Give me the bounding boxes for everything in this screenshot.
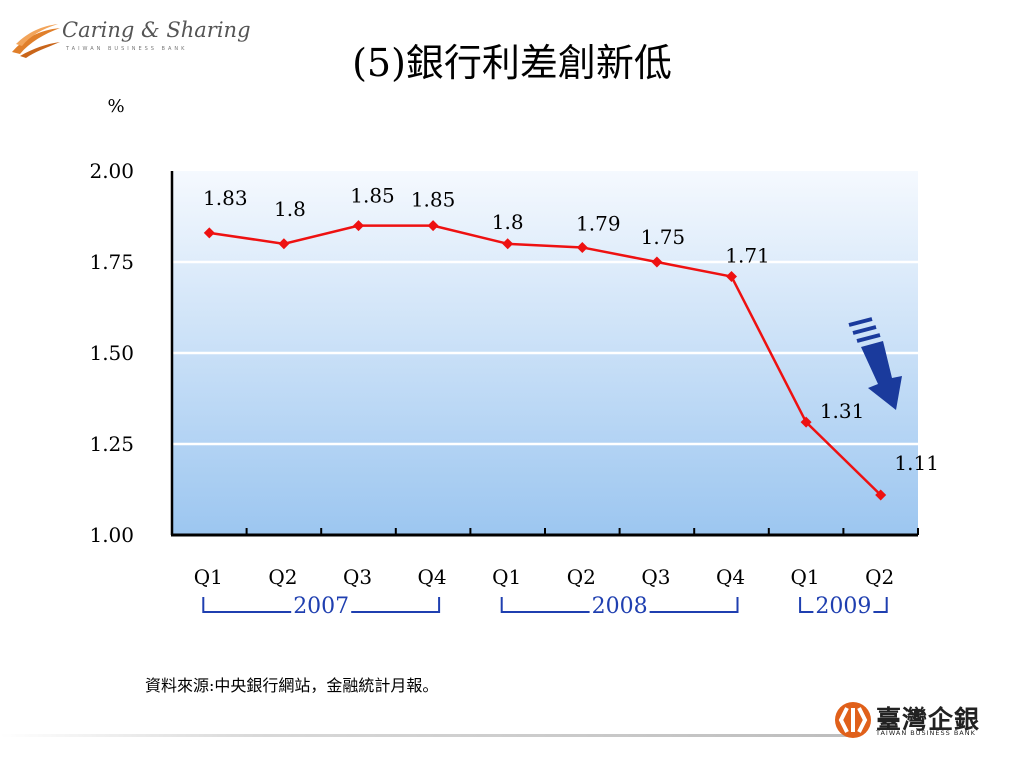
x-tick-label: Q3 [641, 565, 670, 589]
data-point [800, 416, 812, 428]
year-bracket [500, 597, 590, 613]
year-bracket [873, 597, 888, 613]
y-tick-label: 1.75 [89, 250, 134, 274]
data-point [203, 227, 215, 239]
bank-logo-text: 臺灣企銀 [876, 705, 981, 734]
data-label: 1.83 [203, 186, 248, 210]
year-bracket [649, 597, 739, 613]
logo-text: Caring & Sharing [62, 18, 251, 42]
source-note: 資料來源:中央銀行網站，金融統計月報。 [145, 676, 439, 695]
data-point [576, 241, 588, 253]
x-tick-label: Q3 [343, 565, 372, 589]
bank-logo-subtext: TAIWAN BUSINESS BANK [876, 729, 976, 737]
x-tick-label: Q4 [716, 565, 745, 589]
y-axis-label: % [107, 96, 124, 117]
footer-divider [0, 734, 850, 737]
year-bracket [799, 597, 814, 613]
y-tick-label: 1.00 [89, 523, 134, 547]
x-tick-label: Q4 [418, 565, 447, 589]
data-point [353, 220, 364, 232]
data-label: 1.79 [576, 211, 621, 235]
data-label: 1.71 [725, 244, 770, 268]
data-label: 1.8 [274, 197, 306, 221]
x-tick-label: Q2 [567, 565, 596, 589]
company-logo-bottom: 臺灣企銀 TAIWAN BUSINESS BANK [832, 700, 1012, 740]
data-label: 1.8 [492, 210, 524, 234]
data-label: 1.85 [350, 184, 395, 208]
y-tick-label: 1.25 [89, 432, 134, 456]
year-label: 2007 [293, 594, 349, 619]
data-label: 1.75 [641, 225, 686, 249]
data-point [278, 238, 290, 250]
year-label: 2008 [592, 594, 648, 619]
data-label: 1.85 [411, 188, 456, 212]
data-point [427, 220, 439, 232]
series-line [209, 224, 882, 496]
data-label: 1.11 [894, 451, 939, 475]
data-point [875, 489, 887, 501]
x-tick-label: Q1 [791, 565, 820, 589]
y-tick-label: 2.00 [89, 159, 134, 183]
x-tick-label: Q1 [492, 565, 521, 589]
year-bracket [351, 597, 441, 613]
x-tick-label: Q2 [865, 565, 894, 589]
data-point [726, 271, 737, 283]
company-logo-top: Caring & Sharing TAIWAN BUSINESS BANK [10, 14, 251, 60]
bank-logo-icon [835, 702, 871, 738]
page-title: (5)銀行利差創新低 [352, 41, 672, 85]
logo-subtext: TAIWAN BUSINESS BANK [66, 46, 188, 52]
x-tick-label: Q2 [268, 565, 297, 589]
down-arrow-icon [848, 317, 902, 410]
data-point [651, 256, 663, 268]
x-tick-label: Q1 [194, 565, 223, 589]
swoosh-logo-icon [12, 24, 60, 58]
data-point [502, 238, 514, 250]
year-bracket [202, 597, 292, 613]
year-label: 2009 [815, 594, 871, 619]
data-label: 1.31 [820, 399, 865, 423]
line-chart: 2.00 1.75 1.50 1.25 1.00 Q1 Q2 Q3 Q4 Q1 Q2 Q3 Q4 Q1 Q… [89, 96, 939, 619]
y-tick-label: 1.50 [89, 341, 134, 365]
